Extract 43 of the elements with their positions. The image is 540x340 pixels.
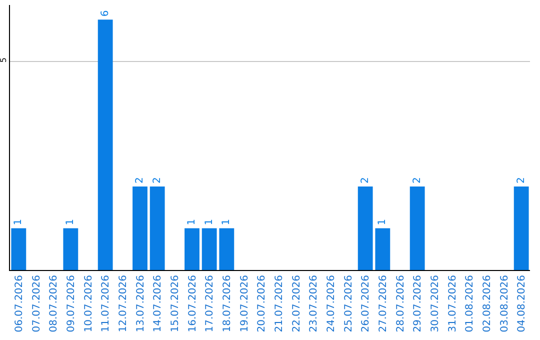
x-tick-label: 26.07.2026 (360, 275, 372, 332)
data-label: 2 (134, 177, 146, 184)
data-label: 6 (100, 10, 111, 17)
x-tick-label: 15.07.2026 (170, 275, 181, 332)
x-tick-label: 28.07.2026 (395, 275, 406, 332)
x-tick-label: 01.08.2026 (464, 275, 476, 332)
x-tick-label: 18.07.2026 (222, 275, 233, 332)
data-label: 1 (65, 218, 76, 226)
data-label: 2 (360, 177, 371, 184)
x-tick-label: 30.07.2026 (430, 275, 441, 332)
data-label: 2 (412, 177, 423, 184)
x-tick-label: 06.07.2026 (14, 275, 25, 332)
x-tick-label: 03.08.2026 (499, 275, 510, 332)
x-tick-label: 10.07.2026 (83, 275, 94, 332)
x-tick-label: 07.07.2026 (31, 275, 42, 332)
x-tick-label: 21.07.2026 (274, 275, 285, 332)
x-tick-label: 24.07.2026 (326, 275, 337, 332)
x-tick-label: 11.07.2026 (100, 275, 112, 332)
x-tick-label: 16.07.2026 (187, 275, 198, 332)
data-label: 2 (516, 177, 527, 184)
data-label: 1 (186, 218, 198, 226)
x-tick-label: 27.07.2026 (378, 275, 389, 332)
x-tick-label: 08.07.2026 (48, 275, 60, 332)
x-tick-label: 19.07.2026 (239, 275, 250, 332)
x-tick-label: 22.07.2026 (291, 275, 302, 332)
x-tick-label: 12.07.2026 (118, 275, 129, 332)
x-tick-label: 17.07.2026 (204, 275, 216, 332)
y-tick-label: 5 (0, 58, 8, 63)
data-label: 2 (152, 177, 163, 184)
data-label: 1 (204, 218, 215, 226)
data-label: 1 (221, 218, 232, 226)
x-tick-label: 25.07.2026 (343, 275, 354, 332)
x-tick-label: 04.08.2026 (516, 275, 528, 332)
data-label: 1 (377, 218, 388, 226)
x-tick-label: 14.07.2026 (152, 275, 164, 332)
data-label: 1 (13, 218, 24, 226)
x-tick-label: 29.07.2026 (412, 275, 424, 332)
x-tick-label: 09.07.2026 (66, 275, 77, 332)
x-tick-label: 31.07.2026 (447, 275, 458, 332)
x-tick-label: 02.08.2026 (482, 275, 493, 332)
x-tick-label: 23.07.2026 (308, 275, 320, 332)
x-tick-label: 13.07.2026 (135, 275, 146, 332)
x-tick-label: 20.07.2026 (256, 275, 268, 332)
